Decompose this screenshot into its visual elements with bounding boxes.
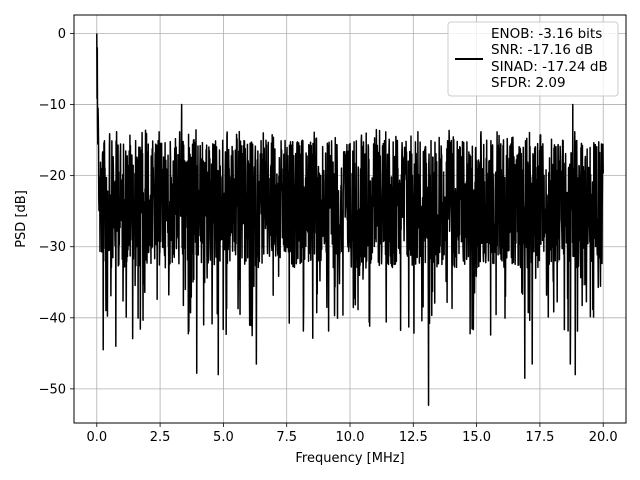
x-tick-label: 20.0 — [589, 430, 618, 445]
x-tick-label: 10.0 — [336, 430, 365, 445]
x-tick-label: 15.0 — [462, 430, 491, 445]
x-tick-label: 17.5 — [525, 430, 554, 445]
y-tick-label: −50 — [39, 382, 66, 397]
x-tick-label: 2.5 — [150, 430, 171, 445]
y-tick-label: −40 — [39, 311, 66, 326]
x-tick-label: 0.0 — [86, 430, 107, 445]
x-tick-label: 5.0 — [213, 430, 234, 445]
y-axis-ticks: 0 −10 −20 −30 −40 −50 — [39, 27, 74, 397]
legend: ENOB: -3.16 bits SNR: -17.16 dB SINAD: -… — [447, 21, 619, 97]
psd-series — [96, 33, 604, 406]
legend-line-snr: SNR: -17.16 dB — [491, 42, 593, 58]
y-tick-label: −10 — [39, 98, 66, 113]
legend-line-sfdr: SFDR: 2.09 — [491, 75, 566, 91]
x-axis-ticks: 0.0 2.5 5.0 7.5 10.0 12.5 15.0 17.5 20.0 — [86, 423, 618, 445]
legend-line-enob: ENOB: -3.16 bits — [491, 26, 602, 42]
y-tick-label: −20 — [39, 169, 66, 184]
legend-box — [447, 21, 619, 97]
y-tick-label: 0 — [58, 27, 66, 42]
psd-series-line — [96, 33, 604, 406]
legend-line-sinad: SINAD: -17.24 dB — [491, 59, 608, 75]
x-tick-label: 7.5 — [276, 430, 297, 445]
x-axis-label: Frequency [MHz] — [295, 451, 404, 466]
x-tick-label: 12.5 — [399, 430, 428, 445]
y-tick-label: −30 — [39, 240, 66, 255]
y-axis-label: PSD [dB] — [14, 190, 29, 248]
